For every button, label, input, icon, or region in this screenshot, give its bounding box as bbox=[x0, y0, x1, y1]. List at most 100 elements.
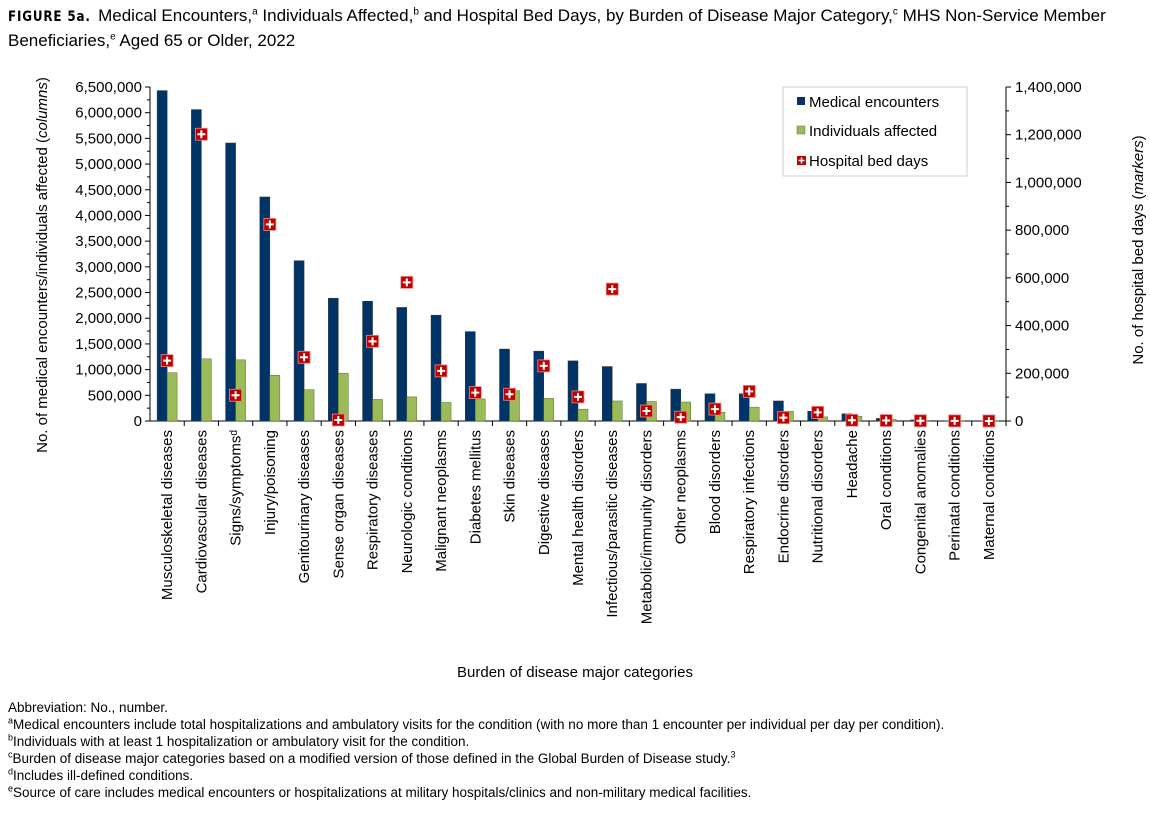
footnote-ref: c bbox=[892, 6, 898, 18]
category-label: Malignant neoplasms bbox=[433, 430, 450, 572]
left-tick-label: 4,500,000 bbox=[75, 182, 142, 199]
marker-plus-icon bbox=[745, 387, 754, 396]
title-text: Aged 65 or Older, 2022 bbox=[115, 31, 296, 50]
category-label: Cardiovascular diseases bbox=[193, 430, 210, 593]
right-tick-label: 200,000 bbox=[1015, 365, 1069, 382]
footnotes: Abbreviation: No., number. aMedical enco… bbox=[8, 699, 944, 801]
left-tick-label: 3,000,000 bbox=[75, 259, 142, 276]
marker-plus-icon bbox=[163, 356, 172, 365]
left-tick-label: 1,000,000 bbox=[75, 362, 142, 379]
left-tick-label: 3,500,000 bbox=[75, 233, 142, 250]
title-text: MHS Non-Service Member Beneficiaries, bbox=[8, 6, 1106, 50]
axis-title-part: ) bbox=[1130, 135, 1147, 140]
bar-individuals-affected bbox=[166, 372, 178, 422]
left-axis-title: No. of medical encounters/individuals af… bbox=[34, 77, 51, 453]
category-label: Injury/poisoning bbox=[262, 430, 279, 535]
marker-plus-icon bbox=[710, 405, 719, 414]
category-label: Musculoskeletal diseases bbox=[159, 430, 176, 600]
footnote-text: Burden of disease major categories based… bbox=[12, 751, 731, 766]
footnote-mark: b bbox=[8, 732, 14, 743]
legend-label: Hospital bed days bbox=[809, 153, 928, 170]
footnote-text: Source of care includes medical encounte… bbox=[13, 785, 752, 800]
left-tick-label: 6,000,000 bbox=[75, 105, 142, 122]
category-label: Headache bbox=[844, 430, 861, 498]
bar-individuals-affected bbox=[577, 408, 589, 422]
right-axis-title: No. of hospital bed days (markers) bbox=[1130, 135, 1147, 364]
footnote-text: Medical encounters include total hospita… bbox=[13, 717, 945, 732]
bar-medical-encounters bbox=[499, 348, 510, 422]
legend-label: Medical encounters bbox=[809, 94, 939, 111]
footnote-text: Individuals with at least 1 hospitalizat… bbox=[13, 734, 470, 749]
marker-plus-icon bbox=[197, 130, 206, 139]
axis-title-part: ) bbox=[34, 77, 51, 82]
footnote-b: bIndividuals with at least 1 hospitaliza… bbox=[8, 733, 944, 750]
left-tick-label: 1,500,000 bbox=[75, 336, 142, 353]
left-tick-label: 0 bbox=[134, 413, 142, 430]
legend-label: Individuals affected bbox=[809, 123, 937, 140]
marker-plus-icon bbox=[882, 416, 891, 425]
right-tick-label: 400,000 bbox=[1015, 318, 1069, 335]
bar-individuals-affected bbox=[611, 400, 623, 422]
bar-individuals-affected bbox=[543, 398, 555, 422]
category-label: Respiratory diseases bbox=[365, 430, 382, 570]
footnote-text: Abbreviation: No., number. bbox=[8, 700, 168, 715]
category-label: Perinatal conditions bbox=[947, 430, 964, 561]
category-label: Congenital anomalies bbox=[912, 430, 929, 574]
right-tick-label: 1,400,000 bbox=[1015, 79, 1082, 96]
footnote-mark: a bbox=[8, 715, 14, 726]
axis-title-part: No. of medical encounters/individuals af… bbox=[34, 138, 51, 453]
left-tick-label: 2,500,000 bbox=[75, 285, 142, 302]
bar-medical-encounters bbox=[396, 307, 408, 422]
left-tick-label: 500,000 bbox=[88, 387, 142, 404]
marker-plus-icon bbox=[539, 361, 548, 370]
marker-plus-icon bbox=[916, 416, 925, 425]
bar-individuals-affected bbox=[475, 398, 486, 422]
figure-title: FIGURE 5a. Medical Encounters,a Individu… bbox=[8, 4, 1148, 53]
right-tick-label: 1,200,000 bbox=[1015, 127, 1082, 144]
footnote-ref: b bbox=[413, 6, 419, 18]
legend-swatch-medical-encounters bbox=[797, 97, 805, 105]
bar-medical-encounters bbox=[191, 109, 202, 422]
footnote-mark: d bbox=[8, 766, 14, 777]
category-label: Oral conditions bbox=[878, 430, 895, 530]
bar-medical-encounters bbox=[465, 331, 476, 422]
category-label: Nutritional disorders bbox=[810, 430, 827, 563]
category-label: Infectious/parasitic diseases bbox=[604, 430, 621, 618]
category-label: Diabetes mellitus bbox=[467, 430, 484, 544]
title-text: and Hospital Bed Days, by Burden of Dise… bbox=[418, 6, 893, 25]
marker-plus-icon bbox=[779, 413, 788, 422]
bar-medical-encounters bbox=[259, 196, 271, 422]
bar-individuals-affected bbox=[406, 396, 418, 422]
footnote-e: eSource of care includes medical encount… bbox=[8, 784, 944, 801]
left-tick-label: 2,000,000 bbox=[75, 310, 142, 327]
category-label: Mental health disorders bbox=[570, 430, 587, 586]
right-tick-label: 0 bbox=[1015, 413, 1023, 430]
footnote-mark: e bbox=[8, 783, 14, 794]
bar-medical-encounters bbox=[156, 90, 168, 422]
category-label: Maternal conditions bbox=[981, 430, 998, 560]
footnote-c: cBurden of disease major categories base… bbox=[8, 750, 944, 767]
title-text: Individuals Affected, bbox=[257, 6, 414, 25]
legend-box bbox=[782, 86, 968, 177]
category-label: Signs/symptomsᵈ bbox=[228, 430, 245, 546]
footnote-ref: a bbox=[252, 6, 258, 18]
bar-individuals-affected bbox=[748, 406, 760, 422]
marker-plus-icon bbox=[300, 353, 309, 362]
category-label: Genitourinary diseases bbox=[296, 430, 313, 583]
bar-medical-encounters bbox=[362, 301, 373, 422]
footnote-mark: c bbox=[8, 749, 13, 760]
right-tick-label: 600,000 bbox=[1015, 270, 1069, 287]
bar-individuals-affected bbox=[440, 402, 452, 422]
marker-plus-icon bbox=[437, 366, 446, 375]
marker-plus-icon bbox=[574, 392, 582, 401]
left-tick-label: 5,000,000 bbox=[75, 156, 142, 173]
axis-title-part: markers bbox=[1130, 140, 1147, 195]
marker-plus-icon bbox=[368, 337, 377, 346]
category-label: Neurologic conditions bbox=[399, 430, 416, 573]
bar-individuals-affected bbox=[201, 358, 212, 422]
left-tick-label: 4,000,000 bbox=[75, 207, 142, 224]
marker-plus-icon bbox=[642, 406, 651, 415]
legend-plus-icon bbox=[798, 157, 805, 164]
category-label: Sense organ diseases bbox=[330, 430, 347, 578]
